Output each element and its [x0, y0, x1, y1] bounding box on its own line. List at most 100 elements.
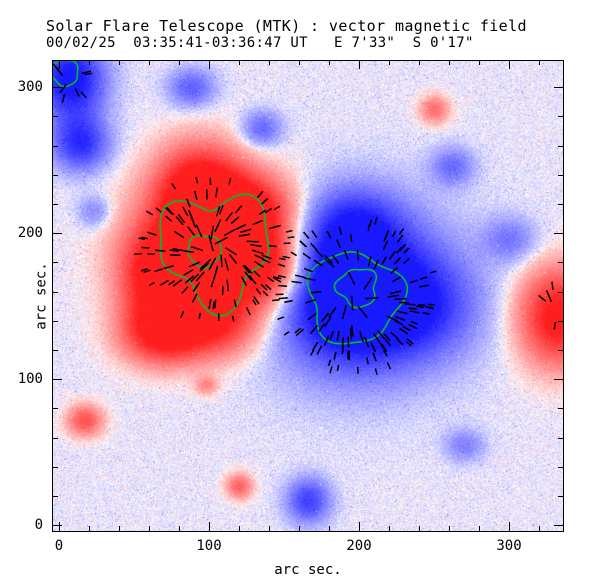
field-vector: [389, 290, 402, 295]
x-tick: [449, 526, 450, 531]
field-vector: [430, 270, 437, 274]
field-vector: [228, 178, 232, 185]
field-vector: [215, 187, 218, 198]
field-vector: [538, 294, 547, 302]
field-vector: [390, 266, 399, 274]
x-tick: [509, 522, 510, 531]
field-vector: [396, 246, 403, 254]
x-tick-top: [149, 60, 150, 65]
x-tick-top: [179, 60, 180, 65]
field-vector: [183, 268, 194, 276]
y-tick: [53, 495, 58, 497]
field-vector: [254, 260, 265, 268]
y-tick-label: 100: [17, 371, 43, 388]
y-tick: [53, 145, 58, 147]
x-tick-top: [209, 60, 210, 69]
field-vector: [367, 255, 372, 267]
field-vector: [166, 206, 175, 216]
field-vector: [230, 216, 240, 225]
field-vector: [380, 343, 388, 353]
field-vector: [195, 177, 199, 184]
field-vector: [394, 319, 404, 326]
field-vector: [159, 279, 169, 287]
field-vector: [373, 259, 379, 270]
magnetogram-image: [53, 61, 563, 531]
y-tick-right: [554, 87, 563, 89]
field-vector: [287, 236, 295, 239]
field-vector: [290, 251, 298, 257]
y-tick-right: [558, 408, 563, 410]
field-vector: [177, 214, 186, 224]
x-tick-label: 200: [346, 538, 372, 554]
field-vector: [332, 254, 340, 264]
field-vector: [242, 264, 251, 274]
field-vector: [338, 226, 343, 235]
field-vector: [396, 310, 408, 315]
field-vector: [384, 230, 390, 240]
y-tick: [53, 233, 62, 235]
y-tick-right: [558, 350, 563, 351]
field-vector: [363, 277, 373, 291]
field-vector: [382, 349, 388, 357]
x-tick-label: 100: [196, 538, 222, 554]
field-vector: [277, 316, 285, 321]
field-vector: [140, 236, 149, 240]
field-vector: [187, 226, 196, 237]
field-vector: [383, 333, 391, 342]
field-vector: [304, 277, 316, 281]
field-vector: [356, 249, 360, 261]
x-tick-top: [239, 60, 240, 65]
field-vector: [333, 351, 337, 360]
field-vector: [299, 240, 308, 248]
field-vector: [192, 281, 201, 293]
field-vector: [250, 243, 262, 248]
field-vector: [195, 271, 205, 282]
field-vector: [246, 240, 259, 243]
field-vector: [382, 240, 389, 251]
field-vector: [553, 321, 557, 330]
y-tick-right: [558, 437, 563, 439]
field-vector: [369, 219, 372, 227]
field-vector: [255, 288, 262, 295]
field-vector: [234, 205, 243, 214]
x-tick-top: [419, 60, 420, 65]
y-tick-right: [554, 233, 563, 235]
field-vector: [194, 190, 198, 200]
y-tick-right: [558, 145, 563, 147]
x-tick-top: [329, 60, 330, 65]
field-vector: [188, 209, 194, 221]
field-vector: [405, 340, 412, 347]
x-tick-top: [389, 60, 390, 65]
field-vector: [214, 219, 222, 233]
field-vector: [155, 207, 162, 213]
field-vector: [210, 275, 216, 288]
field-vector: [282, 255, 290, 259]
field-vector: [261, 258, 271, 264]
field-vector: [134, 252, 143, 255]
field-vector: [233, 299, 237, 308]
field-vector: [357, 305, 368, 318]
x-tick: [179, 526, 180, 531]
field-vector: [388, 250, 397, 261]
field-vector: [326, 230, 332, 239]
y-tick: [53, 525, 62, 527]
y-tick: [53, 174, 58, 176]
x-axis-title: arc sec.: [274, 562, 342, 578]
x-tick: [59, 522, 60, 531]
x-tick: [479, 526, 480, 531]
field-vector: [336, 239, 342, 249]
y-tick: [53, 437, 58, 439]
contour-positive-spot-outer: [159, 193, 270, 317]
field-vector: [403, 247, 410, 254]
field-vector: [387, 294, 400, 298]
x-tick: [209, 522, 210, 531]
y-tick-right: [558, 262, 563, 264]
field-vector: [393, 256, 402, 265]
field-vector: [395, 315, 406, 322]
field-vector: [283, 331, 290, 336]
field-vector: [343, 249, 349, 260]
field-vector: [303, 231, 310, 239]
vector-overlay: [53, 61, 557, 375]
field-vector: [138, 237, 146, 240]
field-vector: [370, 342, 377, 353]
